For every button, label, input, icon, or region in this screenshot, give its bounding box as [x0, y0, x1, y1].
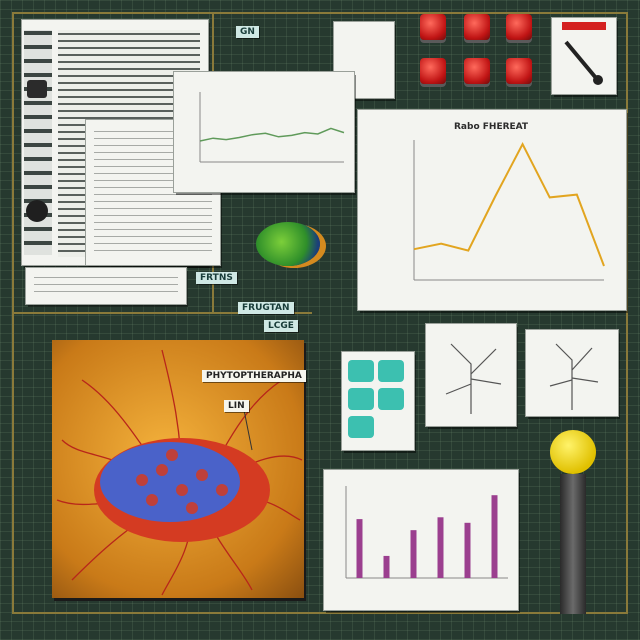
label-chip[interactable]: FRUGTAN [238, 302, 294, 314]
main-line-chart [413, 140, 605, 281]
series-line [199, 127, 345, 142]
bar [383, 555, 390, 578]
red-button[interactable] [464, 14, 490, 40]
red-button[interactable] [506, 58, 532, 84]
bar [410, 530, 417, 578]
figure-icon[interactable] [550, 430, 596, 474]
blob-icon[interactable] [256, 222, 320, 266]
illustration-panel[interactable]: PHYTOPTHERAPHA LIN [52, 340, 306, 598]
sketch-card[interactable] [526, 330, 618, 416]
document-text [34, 274, 178, 298]
plant-icon [378, 360, 404, 382]
plant-icon [378, 388, 404, 410]
plant-icon [445, 343, 502, 414]
red-button[interactable] [464, 58, 490, 84]
red-button[interactable] [420, 58, 446, 84]
red-button[interactable] [506, 14, 532, 40]
gear-icon [26, 200, 48, 222]
label-chip[interactable]: FRTNS [196, 272, 237, 284]
blob-icon [27, 80, 47, 98]
bar [356, 519, 363, 578]
red-button[interactable] [420, 14, 446, 40]
figure-body [560, 474, 586, 614]
bar [437, 517, 444, 578]
slide-label: PHYTOPTHERAPHA [202, 370, 306, 382]
plant-icon [348, 416, 374, 438]
tool-card[interactable] [552, 18, 616, 94]
label-chip[interactable]: LCGE [264, 320, 298, 332]
series-line [413, 142, 605, 267]
neuron-illustration [56, 349, 303, 596]
plant-icon [549, 343, 599, 410]
divider-line [12, 312, 312, 314]
small-chart-card[interactable] [174, 72, 354, 192]
plant-icon [348, 360, 374, 382]
label-chip[interactable]: GN [236, 26, 259, 38]
document-strip[interactable] [26, 268, 186, 304]
bar-chart-card[interactable] [324, 470, 518, 610]
bar-chart [345, 486, 508, 579]
plant-icon [348, 388, 374, 410]
chart-title: Rabo FHEREAT [454, 122, 529, 132]
icon-grid-card[interactable] [342, 352, 414, 450]
wrench-icon [562, 22, 606, 85]
small-line-chart [199, 92, 345, 163]
main-chart-card[interactable]: Rabo FHEREAT [358, 110, 626, 310]
sketch-card[interactable] [426, 324, 516, 426]
bar [464, 522, 471, 578]
slide-tag: LIN [224, 400, 249, 412]
bar [491, 495, 498, 578]
